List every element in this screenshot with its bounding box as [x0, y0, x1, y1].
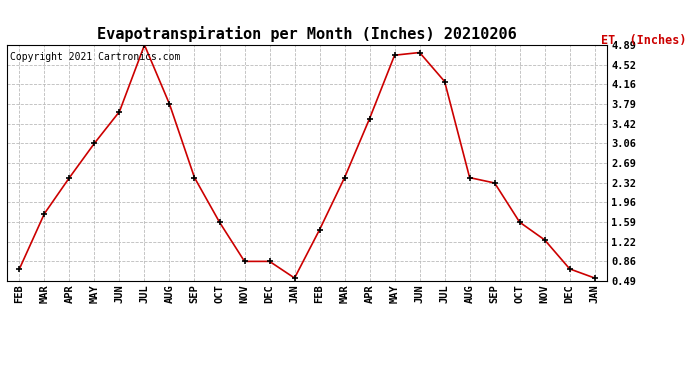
Title: Evapotranspiration per Month (Inches) 20210206: Evapotranspiration per Month (Inches) 20…	[97, 27, 517, 42]
Text: Copyright 2021 Cartronics.com: Copyright 2021 Cartronics.com	[10, 52, 180, 62]
Text: ET  (Inches): ET (Inches)	[601, 34, 687, 47]
